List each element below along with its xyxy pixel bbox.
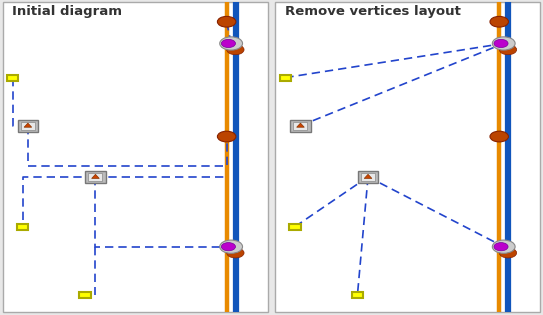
Polygon shape — [296, 123, 304, 127]
Circle shape — [217, 16, 236, 27]
FancyBboxPatch shape — [89, 173, 103, 181]
Circle shape — [494, 243, 508, 251]
Polygon shape — [364, 174, 372, 178]
Circle shape — [220, 240, 243, 253]
FancyBboxPatch shape — [3, 2, 268, 312]
FancyBboxPatch shape — [79, 292, 91, 298]
FancyBboxPatch shape — [17, 120, 38, 132]
FancyBboxPatch shape — [7, 75, 18, 81]
Text: Initial diagram: Initial diagram — [12, 5, 123, 18]
Polygon shape — [92, 174, 99, 178]
Circle shape — [494, 39, 508, 48]
Circle shape — [490, 16, 508, 27]
Circle shape — [217, 131, 236, 142]
Circle shape — [226, 248, 244, 258]
FancyBboxPatch shape — [352, 292, 363, 298]
Circle shape — [226, 45, 244, 55]
Circle shape — [499, 248, 516, 258]
FancyBboxPatch shape — [17, 224, 28, 230]
FancyBboxPatch shape — [85, 171, 106, 183]
FancyBboxPatch shape — [293, 122, 307, 130]
FancyBboxPatch shape — [361, 173, 375, 181]
FancyBboxPatch shape — [289, 224, 301, 230]
Text: Remove vertices layout: Remove vertices layout — [285, 5, 461, 18]
Circle shape — [220, 37, 243, 50]
FancyBboxPatch shape — [290, 120, 311, 132]
Polygon shape — [24, 123, 31, 127]
Circle shape — [222, 39, 236, 48]
FancyBboxPatch shape — [21, 122, 35, 130]
FancyBboxPatch shape — [275, 2, 540, 312]
Circle shape — [493, 240, 515, 253]
Circle shape — [499, 45, 516, 55]
Circle shape — [493, 37, 515, 50]
FancyBboxPatch shape — [358, 171, 378, 183]
FancyBboxPatch shape — [280, 75, 291, 81]
Circle shape — [222, 243, 236, 251]
Circle shape — [490, 131, 508, 142]
